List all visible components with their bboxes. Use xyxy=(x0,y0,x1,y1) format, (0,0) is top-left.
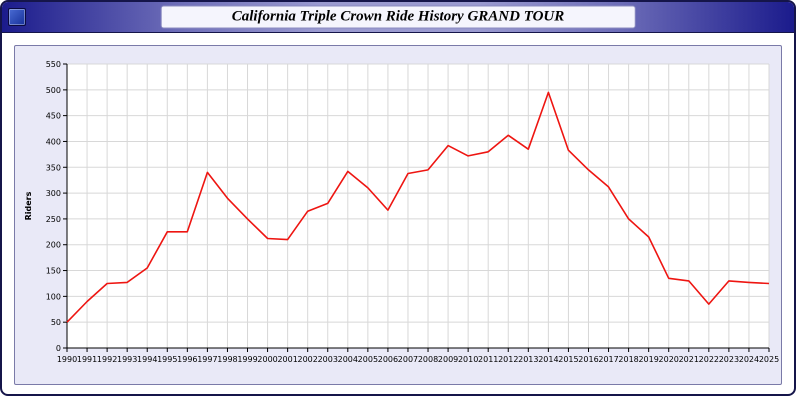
svg-text:2018: 2018 xyxy=(618,355,638,364)
svg-text:2016: 2016 xyxy=(578,355,598,364)
svg-text:1997: 1997 xyxy=(197,355,217,364)
svg-text:1993: 1993 xyxy=(117,355,137,364)
svg-text:300: 300 xyxy=(46,189,61,198)
svg-text:2013: 2013 xyxy=(518,355,538,364)
svg-text:400: 400 xyxy=(46,137,61,146)
svg-text:1992: 1992 xyxy=(97,355,117,364)
svg-text:550: 550 xyxy=(46,60,61,69)
svg-text:2003: 2003 xyxy=(318,355,338,364)
svg-text:2009: 2009 xyxy=(438,355,458,364)
svg-text:2022: 2022 xyxy=(699,355,719,364)
svg-text:200: 200 xyxy=(46,241,61,250)
svg-text:2017: 2017 xyxy=(598,355,618,364)
svg-text:100: 100 xyxy=(46,292,61,301)
svg-text:Riders: Riders xyxy=(24,191,33,220)
svg-text:1994: 1994 xyxy=(137,355,157,364)
svg-text:2001: 2001 xyxy=(277,355,297,364)
window-title: California Triple Crown Ride History GRA… xyxy=(160,5,636,29)
svg-text:2025: 2025 xyxy=(759,355,779,364)
svg-text:2000: 2000 xyxy=(257,355,277,364)
svg-text:1998: 1998 xyxy=(217,355,237,364)
svg-text:250: 250 xyxy=(46,215,61,224)
svg-text:450: 450 xyxy=(46,112,61,121)
svg-text:2006: 2006 xyxy=(378,355,398,364)
svg-text:2011: 2011 xyxy=(478,355,498,364)
titlebar: California Triple Crown Ride History GRA… xyxy=(2,2,794,33)
svg-text:2002: 2002 xyxy=(298,355,318,364)
svg-text:2024: 2024 xyxy=(739,355,759,364)
svg-text:1999: 1999 xyxy=(237,355,257,364)
svg-text:1991: 1991 xyxy=(77,355,97,364)
svg-text:2015: 2015 xyxy=(558,355,578,364)
svg-text:1996: 1996 xyxy=(177,355,197,364)
svg-text:2007: 2007 xyxy=(398,355,418,364)
svg-text:2012: 2012 xyxy=(498,355,518,364)
svg-text:2021: 2021 xyxy=(679,355,699,364)
svg-text:2020: 2020 xyxy=(659,355,679,364)
svg-text:2008: 2008 xyxy=(418,355,438,364)
svg-text:2019: 2019 xyxy=(638,355,658,364)
svg-text:150: 150 xyxy=(46,267,61,276)
svg-text:2004: 2004 xyxy=(338,355,358,364)
svg-text:2005: 2005 xyxy=(358,355,378,364)
svg-text:2023: 2023 xyxy=(719,355,739,364)
svg-text:50: 50 xyxy=(51,318,61,327)
svg-text:500: 500 xyxy=(46,86,61,95)
svg-text:0: 0 xyxy=(56,344,61,353)
svg-text:2010: 2010 xyxy=(458,355,478,364)
svg-text:1995: 1995 xyxy=(157,355,177,364)
svg-text:350: 350 xyxy=(46,163,61,172)
svg-text:1990: 1990 xyxy=(57,355,77,364)
chart-panel: 0 50 100 150 200 250 300 350 400 450 500 550 1990 199… xyxy=(14,45,782,385)
svg-text:2014: 2014 xyxy=(538,355,558,364)
app-icon xyxy=(8,8,26,26)
